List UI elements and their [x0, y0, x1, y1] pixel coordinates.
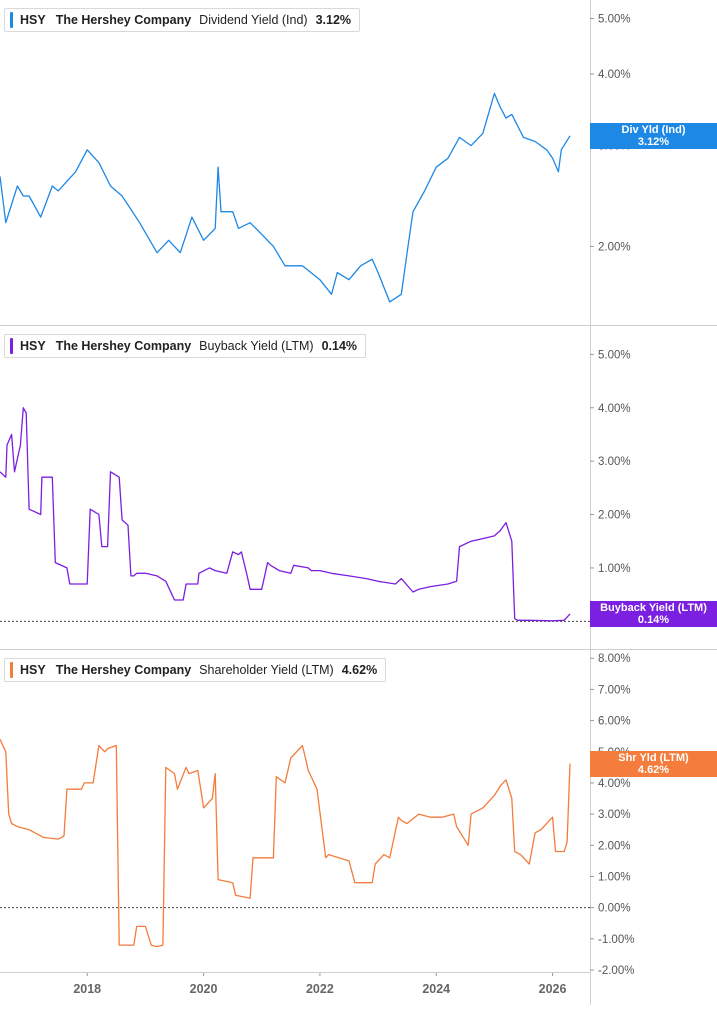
y-tick-label: 2.00% — [598, 510, 631, 522]
y-tick-label: 1.00% — [598, 871, 631, 883]
tag-label: Div Yld (Ind) — [621, 124, 686, 136]
x-tick-label: 2018 — [73, 982, 101, 996]
series-color-swatch — [10, 338, 13, 354]
y-tick-label: 2.00% — [598, 241, 631, 253]
legend-dividend-yield[interactable]: HSY The Hershey Company Dividend Yield (… — [4, 8, 361, 32]
y-tick-label: 4.00% — [598, 403, 631, 415]
last-value-tag-shareholder: Shr Yld (LTM) 4.62% — [590, 751, 717, 777]
series-color-swatch — [10, 662, 13, 678]
tag-value: 4.62% — [637, 764, 670, 776]
y-tick-label: -2.00% — [598, 965, 634, 977]
last-value-tag-buyback: Buyback Yield (LTM) 0.14% — [590, 601, 717, 627]
y-tick-label: 5.00% — [598, 349, 631, 361]
y-tick-label: 6.00% — [598, 716, 631, 728]
series-color-swatch — [10, 12, 13, 28]
y-tick-label: 5.00% — [598, 13, 631, 25]
x-tick-label: 2020 — [190, 982, 218, 996]
y-tick-label: 1.00% — [598, 563, 631, 575]
legend-shareholder-yield[interactable]: HSY The Hershey Company Shareholder Yiel… — [4, 658, 387, 682]
legend-value: 3.12% — [315, 13, 352, 27]
legend-ticker: HSY — [20, 339, 46, 353]
y-tick-label: 2.00% — [598, 840, 631, 852]
x-tick-label: 2022 — [306, 982, 334, 996]
legend-company: The Hershey Company — [55, 13, 192, 27]
x-tick-label: 2024 — [422, 982, 450, 996]
legend-company: The Hershey Company — [55, 663, 192, 677]
legend-buyback-yield[interactable]: HSY The Hershey Company Buyback Yield (L… — [4, 334, 367, 358]
y-tick-label: -1.00% — [598, 934, 634, 946]
legend-ticker: HSY — [20, 663, 46, 677]
legend-company: The Hershey Company — [55, 339, 192, 353]
series-line — [0, 92, 571, 303]
legend-value: 4.62% — [341, 663, 378, 677]
legend-ticker: HSY — [20, 13, 46, 27]
legend-metric: Dividend Yield (Ind) — [199, 13, 308, 27]
last-value-tag-dividend: Div Yld (Ind) 3.12% — [590, 123, 717, 149]
legend-metric: Shareholder Yield (LTM) — [199, 663, 334, 677]
legend-metric: Buyback Yield (LTM) — [199, 339, 314, 353]
tag-label: Shr Yld (LTM) — [618, 752, 689, 764]
y-tick-label: 3.00% — [598, 456, 631, 468]
x-tick-label: 2026 — [539, 982, 567, 996]
y-tick-label: 4.00% — [598, 778, 631, 790]
tag-value: 3.12% — [637, 136, 670, 148]
y-tick-label: 0.00% — [598, 903, 631, 915]
y-tick-label: 3.00% — [598, 809, 631, 821]
series-line — [0, 739, 571, 948]
tag-value: 0.14% — [637, 614, 670, 626]
y-tick-label: 4.00% — [598, 69, 631, 81]
tag-label: Buyback Yield (LTM) — [600, 602, 707, 614]
series-line — [0, 407, 571, 622]
y-tick-label: 7.00% — [598, 684, 631, 696]
legend-value: 0.14% — [321, 339, 358, 353]
y-tick-label: 8.00% — [598, 653, 631, 665]
